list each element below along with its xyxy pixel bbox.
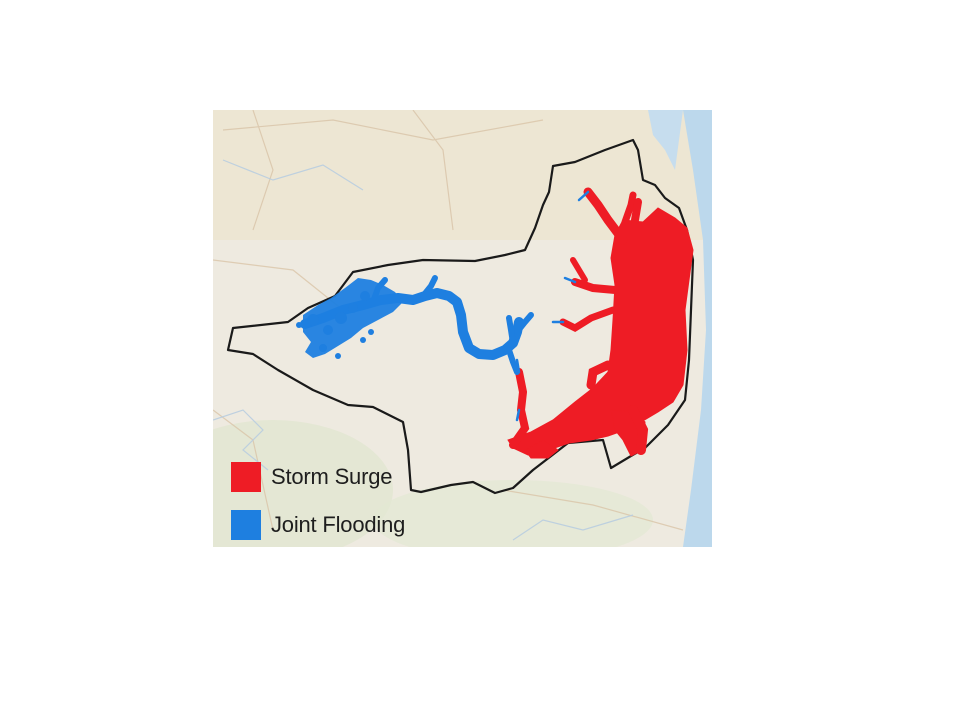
legend-item-storm-surge: Storm Surge [231, 460, 405, 494]
basemap-roads [213, 110, 684, 531]
joint-flooding-swatch [231, 510, 261, 540]
storm-surge-area [507, 187, 694, 459]
basemap-streams [213, 159, 634, 541]
storm-surge-main-body [507, 207, 694, 456]
legend-label: Joint Flooding [271, 512, 406, 537]
legend-item-joint-flooding: Joint Flooding [231, 508, 405, 542]
joint-flooding-cluster [296, 278, 403, 359]
county-boundary [226, 138, 695, 495]
bay-water [683, 110, 712, 547]
surge-channel-edges [515, 190, 590, 422]
map-canvas [213, 110, 712, 547]
flood-map: Storm Surge Joint Flooding [213, 110, 712, 547]
legend-label: Storm Surge [271, 464, 393, 489]
storm-surge-swatch [231, 462, 261, 492]
north-water [648, 110, 683, 170]
map-legend: Storm Surge Joint Flooding [231, 460, 405, 547]
